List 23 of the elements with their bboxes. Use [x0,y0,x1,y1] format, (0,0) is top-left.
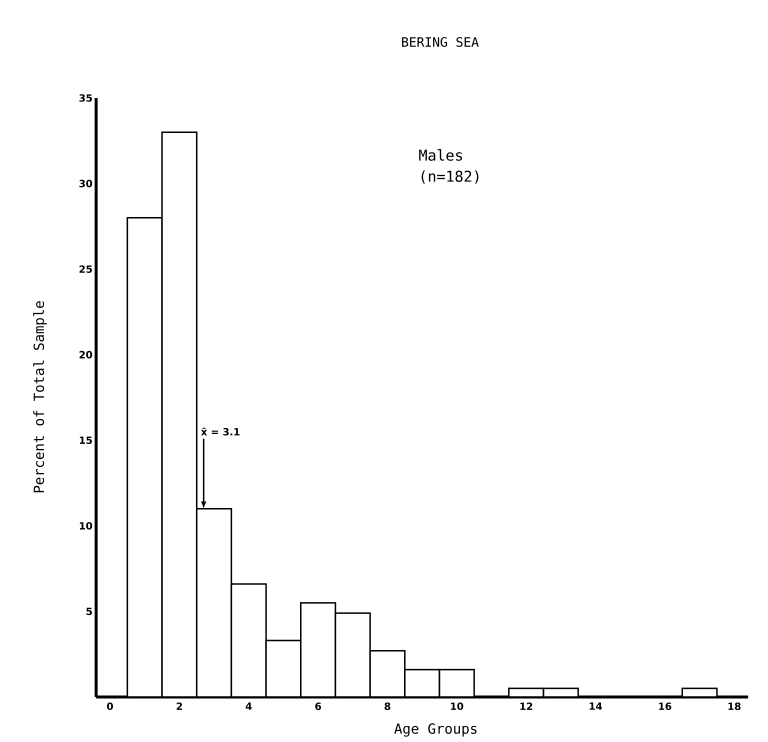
annotation: x̄ = 3.1 [201,428,240,436]
x-tick-label: 12 [520,702,532,710]
x-axis-title: Age Groups [394,723,477,737]
x-tick-label: 0 [107,702,113,710]
x-tick-label: 6 [315,702,322,710]
y-tick-label: 15 [80,436,92,444]
y-tick-label: 20 [80,350,92,358]
annotation: Males [419,149,462,161]
y-axis-title: Percent of Total Sample [33,301,47,492]
x-tick-label: 10 [451,702,464,710]
y-tick-label: 10 [80,522,92,530]
annotation: (n=182) [422,170,478,184]
y-tick-label: 35 [79,94,92,102]
chart-title: BERING SEA [402,37,479,47]
x-tick-label: 18 [728,702,741,710]
y-tick-label: 30 [79,180,92,188]
y-tick-label: 25 [80,265,92,273]
x-tick-label: 4 [246,702,252,710]
x-tick-label: 8 [384,702,390,710]
x-tick-label: 16 [659,702,672,710]
y-tick-label: 5 [86,608,92,616]
x-tick-label: 2 [176,702,182,710]
x-tick-label: 14 [590,702,602,710]
